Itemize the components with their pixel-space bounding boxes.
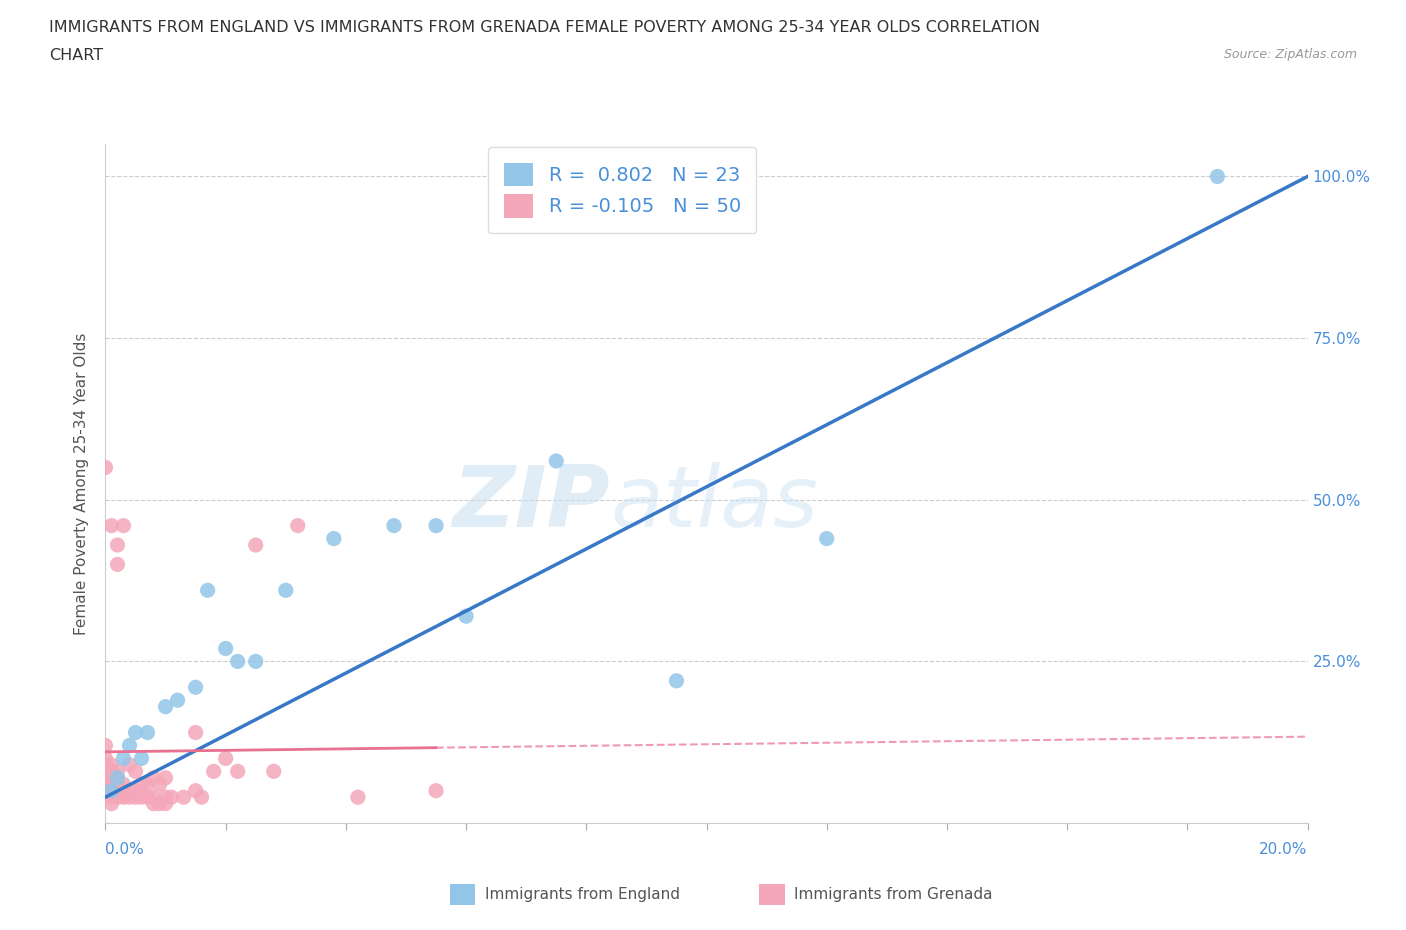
Point — [155, 796, 177, 811]
Point — [184, 783, 207, 798]
Point — [214, 751, 236, 765]
Point — [184, 680, 207, 695]
Point — [263, 764, 285, 778]
Point — [112, 790, 135, 804]
Point — [118, 790, 141, 804]
Point — [118, 783, 141, 798]
Point — [107, 770, 129, 785]
Point — [142, 790, 165, 804]
Point — [1206, 169, 1229, 184]
Text: ZIP: ZIP — [453, 462, 610, 546]
Point — [245, 654, 267, 669]
Point — [118, 757, 141, 772]
Point — [425, 518, 447, 533]
Legend: R =  0.802   N = 23, R = -0.105   N = 50: R = 0.802 N = 23, R = -0.105 N = 50 — [488, 147, 756, 233]
Point — [100, 783, 122, 798]
Point — [100, 770, 122, 785]
Point — [100, 796, 122, 811]
Point — [131, 777, 153, 791]
Point — [112, 783, 135, 798]
Point — [155, 770, 177, 785]
Point — [100, 777, 122, 791]
Point — [136, 777, 159, 791]
Point — [190, 790, 212, 804]
Point — [226, 764, 249, 778]
Text: Immigrants from England: Immigrants from England — [485, 887, 681, 902]
Point — [94, 751, 117, 765]
Point — [202, 764, 225, 778]
Point — [347, 790, 370, 804]
Point — [166, 693, 188, 708]
Point — [245, 538, 267, 552]
Text: 0.0%: 0.0% — [105, 842, 145, 857]
Point — [131, 790, 153, 804]
Point — [112, 751, 135, 765]
Y-axis label: Female Poverty Among 25-34 Year Olds: Female Poverty Among 25-34 Year Olds — [75, 332, 90, 635]
Bar — [759, 884, 785, 905]
Text: CHART: CHART — [49, 48, 103, 63]
Point — [136, 725, 159, 740]
Point — [155, 699, 177, 714]
Point — [107, 538, 129, 552]
Point — [322, 531, 344, 546]
Point — [148, 777, 170, 791]
Point — [100, 757, 122, 772]
Point — [107, 777, 129, 791]
Point — [382, 518, 405, 533]
Point — [107, 764, 129, 778]
Text: 20.0%: 20.0% — [1260, 842, 1308, 857]
Point — [546, 454, 568, 469]
Point — [118, 738, 141, 753]
Point — [173, 790, 195, 804]
Point — [124, 783, 146, 798]
Point — [100, 518, 122, 533]
Text: Immigrants from Grenada: Immigrants from Grenada — [794, 887, 993, 902]
Point — [287, 518, 309, 533]
Point — [665, 673, 688, 688]
Point — [124, 790, 146, 804]
Point — [100, 790, 122, 804]
Point — [107, 770, 129, 785]
Text: IMMIGRANTS FROM ENGLAND VS IMMIGRANTS FROM GRENADA FEMALE POVERTY AMONG 25-34 YE: IMMIGRANTS FROM ENGLAND VS IMMIGRANTS FR… — [49, 20, 1040, 35]
Point — [184, 725, 207, 740]
Text: atlas: atlas — [610, 462, 818, 546]
Point — [94, 757, 117, 772]
Point — [214, 641, 236, 656]
Point — [142, 796, 165, 811]
Point — [155, 790, 177, 804]
Point — [197, 583, 219, 598]
Point — [100, 764, 122, 778]
Point — [148, 796, 170, 811]
Point — [100, 783, 122, 798]
Point — [136, 790, 159, 804]
Point — [124, 725, 146, 740]
Point — [142, 770, 165, 785]
Text: Source: ZipAtlas.com: Source: ZipAtlas.com — [1223, 48, 1357, 61]
Point — [815, 531, 838, 546]
Point — [112, 518, 135, 533]
Point — [226, 654, 249, 669]
Point — [160, 790, 183, 804]
Point — [112, 777, 135, 791]
Point — [454, 609, 477, 624]
Point — [107, 790, 129, 804]
Point — [94, 777, 117, 791]
Point — [94, 460, 117, 475]
Point — [94, 738, 117, 753]
Bar — [450, 884, 475, 905]
Point — [131, 751, 153, 765]
Point — [107, 557, 129, 572]
Point — [425, 783, 447, 798]
Point — [124, 764, 146, 778]
Point — [94, 770, 117, 785]
Point — [274, 583, 297, 598]
